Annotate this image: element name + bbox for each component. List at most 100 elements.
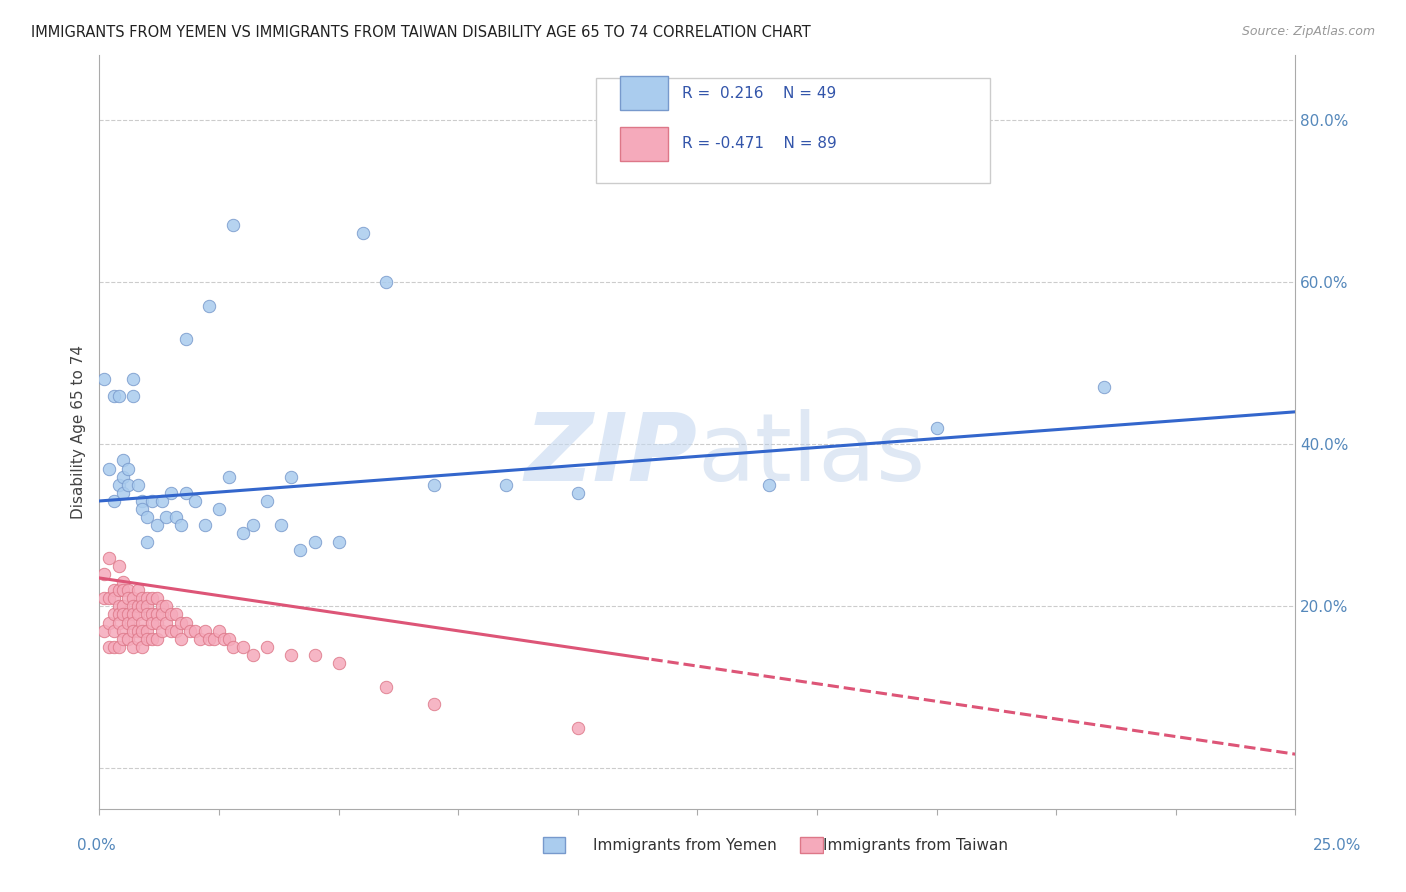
Point — [567, 486, 589, 500]
Point — [107, 477, 129, 491]
Point — [93, 566, 115, 581]
Point — [131, 502, 153, 516]
Point — [155, 599, 177, 614]
Point — [131, 615, 153, 630]
Point — [103, 640, 125, 654]
Point — [146, 615, 169, 630]
Y-axis label: Disability Age 65 to 74: Disability Age 65 to 74 — [72, 345, 86, 519]
Point — [122, 599, 145, 614]
Text: R = -0.471    N = 89: R = -0.471 N = 89 — [682, 136, 837, 152]
Point — [1092, 380, 1115, 394]
Text: ZIP: ZIP — [524, 409, 697, 500]
Point — [188, 632, 211, 646]
Point — [232, 526, 254, 541]
Point — [112, 632, 135, 646]
Point — [179, 624, 201, 638]
Point — [174, 332, 197, 346]
Point — [194, 518, 217, 533]
Point — [304, 534, 326, 549]
Point — [98, 615, 121, 630]
Point — [112, 607, 135, 622]
Point — [352, 227, 374, 241]
Text: IMMIGRANTS FROM YEMEN VS IMMIGRANTS FROM TAIWAN DISABILITY AGE 65 TO 74 CORRELAT: IMMIGRANTS FROM YEMEN VS IMMIGRANTS FROM… — [31, 25, 811, 40]
Point — [208, 624, 231, 638]
Point — [232, 640, 254, 654]
Text: R =  0.216    N = 49: R = 0.216 N = 49 — [682, 86, 837, 101]
Point — [290, 542, 312, 557]
Point — [136, 607, 159, 622]
Point — [256, 494, 278, 508]
Point — [112, 624, 135, 638]
Text: Source: ZipAtlas.com: Source: ZipAtlas.com — [1241, 25, 1375, 38]
Point — [174, 486, 197, 500]
Point — [136, 624, 159, 638]
Point — [136, 599, 159, 614]
Point — [375, 275, 398, 289]
Point — [112, 453, 135, 467]
Point — [170, 632, 193, 646]
Point — [328, 656, 350, 670]
Point — [117, 583, 139, 598]
Point — [122, 372, 145, 386]
Point — [131, 599, 153, 614]
Point — [567, 721, 589, 735]
Point — [131, 494, 153, 508]
Point — [136, 534, 159, 549]
Point — [117, 591, 139, 606]
Point — [122, 624, 145, 638]
Point — [150, 607, 173, 622]
Point — [222, 219, 245, 233]
FancyBboxPatch shape — [620, 127, 668, 161]
Point — [165, 624, 187, 638]
Point — [136, 510, 159, 524]
Point — [122, 388, 145, 402]
Point — [107, 558, 129, 573]
Point — [117, 477, 139, 491]
Point — [202, 632, 225, 646]
Point — [150, 494, 173, 508]
Point — [112, 486, 135, 500]
Point — [758, 477, 780, 491]
Point — [165, 510, 187, 524]
Point — [117, 632, 139, 646]
Point — [122, 615, 145, 630]
Point — [165, 607, 187, 622]
Point — [141, 607, 163, 622]
Point — [131, 591, 153, 606]
Point — [242, 518, 264, 533]
Point — [127, 583, 149, 598]
Point — [184, 494, 207, 508]
Point — [103, 607, 125, 622]
Point — [925, 421, 948, 435]
Point — [107, 583, 129, 598]
Point — [218, 632, 240, 646]
Point — [98, 461, 121, 475]
Point — [127, 477, 149, 491]
Point — [141, 591, 163, 606]
Point — [93, 372, 115, 386]
Point — [375, 681, 398, 695]
Point — [117, 461, 139, 475]
Point — [117, 607, 139, 622]
Point — [112, 599, 135, 614]
Point — [103, 494, 125, 508]
Point — [141, 632, 163, 646]
Point — [131, 624, 153, 638]
Point — [98, 591, 121, 606]
FancyBboxPatch shape — [596, 78, 990, 183]
Point — [122, 607, 145, 622]
Point — [212, 632, 235, 646]
Point — [218, 469, 240, 483]
Text: 0.0%: 0.0% — [77, 838, 117, 853]
Point — [146, 632, 169, 646]
Point — [146, 607, 169, 622]
Point — [423, 477, 446, 491]
Point — [242, 648, 264, 662]
Text: Immigrants from Yemen: Immigrants from Yemen — [593, 838, 778, 853]
Point — [150, 624, 173, 638]
Point — [122, 591, 145, 606]
Point — [127, 599, 149, 614]
Point — [122, 640, 145, 654]
Point — [107, 615, 129, 630]
Point — [222, 640, 245, 654]
